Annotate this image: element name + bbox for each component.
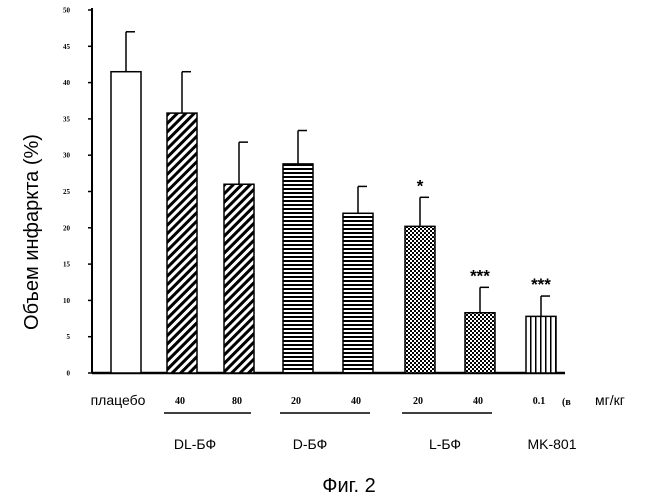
group-label: MK-801 xyxy=(527,436,576,452)
bar xyxy=(224,184,254,373)
dose-label: 20 xyxy=(413,396,423,407)
y-tick-label: 25 xyxy=(63,188,71,196)
significance-marker: *** xyxy=(470,266,490,285)
figure-caption: Фиг. 2 xyxy=(322,475,375,497)
y-tick-label: 40 xyxy=(63,79,71,87)
bars xyxy=(111,32,556,373)
bar xyxy=(465,313,495,373)
y-tick-label: 0 xyxy=(67,370,71,378)
dose-label: 40 xyxy=(473,396,483,407)
y-tick-label: 30 xyxy=(63,152,71,160)
dose-label: 40 xyxy=(175,396,185,407)
unit-label: мг/кг xyxy=(595,392,625,408)
group-label: DL-БФ xyxy=(174,436,216,452)
dose-label: 40 xyxy=(351,396,361,407)
significance-marker: *** xyxy=(531,275,551,294)
y-tick-label: 35 xyxy=(63,115,71,123)
bar xyxy=(283,164,313,373)
y-tick-label: 45 xyxy=(63,43,71,51)
bar xyxy=(167,113,197,373)
significance-marker: * xyxy=(417,176,424,195)
bar xyxy=(343,213,373,373)
bar xyxy=(526,316,556,373)
bar xyxy=(405,226,435,373)
group-label: L-БФ xyxy=(429,436,461,452)
y-tick-label: 50 xyxy=(63,7,71,15)
y-tick-label: 10 xyxy=(63,297,71,305)
unit-prefix: (в xyxy=(562,397,571,408)
y-axis-label: Объем инфаркта (%) xyxy=(21,134,43,330)
y-tick-label: 20 xyxy=(63,224,71,232)
bar xyxy=(111,72,141,373)
dose-label: 80 xyxy=(232,396,242,407)
y-tick-label: 15 xyxy=(63,261,71,269)
dose-label: 0.1 xyxy=(533,396,546,407)
placebo-label: плацебо xyxy=(91,392,146,408)
group-label: D-БФ xyxy=(293,436,327,452)
y-tick-label: 5 xyxy=(67,333,71,341)
dose-label: 20 xyxy=(291,396,301,407)
